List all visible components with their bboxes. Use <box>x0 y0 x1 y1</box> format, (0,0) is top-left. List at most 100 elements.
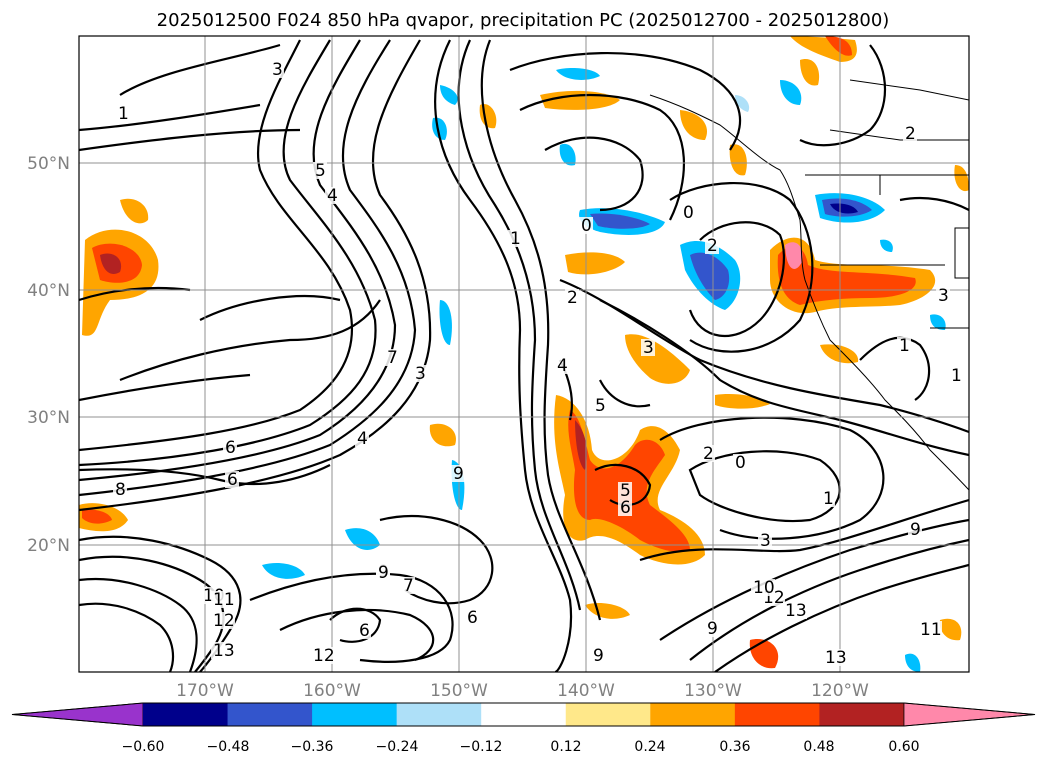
contour-label: 3 <box>938 286 949 306</box>
contour-label-bg <box>211 642 235 659</box>
longitude-labels: 170°W 160°W 150°W 140°W 130°W 120°W <box>176 681 869 701</box>
contour-label-bg <box>413 365 427 382</box>
contour-label: 6 <box>467 608 478 628</box>
map-title: 2025012500 F024 850 hPa qvapor, precipit… <box>157 10 890 31</box>
contour-label: 9 <box>707 619 718 639</box>
contour-label-bg <box>591 647 605 664</box>
contour-label-bg <box>313 162 327 179</box>
contour-label: 7 <box>387 348 398 368</box>
contour-label-bg <box>751 579 775 596</box>
contour-label: 4 <box>557 356 568 376</box>
contour-label-bg <box>949 367 963 384</box>
contour-label-bg <box>555 357 569 374</box>
contour-label: 1 <box>899 336 910 356</box>
contour-label: 0 <box>581 216 592 236</box>
contour-label: 13 <box>213 641 235 661</box>
colorbar-extend-min <box>11 702 144 727</box>
contour-label: 4 <box>357 429 368 449</box>
colorbar-tick-label: 0.24 <box>634 739 665 755</box>
contour-label: 1 <box>118 104 129 124</box>
contour-label: 10 <box>753 578 775 598</box>
contour-label-bg <box>705 620 719 637</box>
colorbar-tick-label: 0.36 <box>719 739 750 755</box>
contour-label: 1 <box>510 229 521 249</box>
lat-label: 50°N <box>27 154 70 174</box>
colorbar-tick-label: 0.48 <box>803 739 834 755</box>
contour-label-bg <box>113 481 127 498</box>
colorbar-segment <box>734 703 820 726</box>
contour-label: 5 <box>315 161 326 181</box>
lat-label: 20°N <box>27 536 70 556</box>
colorbar-tick-label: 0.60 <box>888 739 919 755</box>
contour-labels: 3154201453674689910111213129766920256319… <box>113 60 963 668</box>
colorbar-outline <box>11 702 1036 727</box>
contour-label-bg <box>918 621 942 638</box>
colorbar-ticks: −0.60 −0.48 −0.36 −0.24 −0.12 0.12 0.24 … <box>122 739 920 755</box>
colorbar-tick-label: −0.48 <box>207 739 250 755</box>
contour-label-bg <box>311 647 335 664</box>
colorbar-segment <box>481 703 567 726</box>
contour-label: 1 <box>823 489 834 509</box>
contour-label: 13 <box>785 601 807 621</box>
contour-label: 13 <box>825 648 847 668</box>
contour-label-bg <box>579 217 593 234</box>
colorbar-tick-label: 0.12 <box>550 739 581 755</box>
lon-label: 170°W <box>176 681 234 701</box>
contour-label: 6 <box>620 498 631 518</box>
contour-label: 2 <box>567 288 578 308</box>
colorbar-segment <box>227 703 313 726</box>
contour-label-bg <box>565 289 579 306</box>
contour-label-bg <box>903 125 917 142</box>
colorbar-tick-label: −0.60 <box>122 739 165 755</box>
contour-label: 2 <box>905 124 916 144</box>
lon-label: 160°W <box>303 681 361 701</box>
contour-label: 6 <box>359 621 370 641</box>
contour-label-bg <box>211 612 235 629</box>
contour-label-bg <box>823 649 847 666</box>
contour-label-bg <box>357 622 371 639</box>
contour-label-bg <box>641 339 655 356</box>
contour-label-bg <box>465 609 479 626</box>
contour-label-bg <box>211 591 235 608</box>
contour-label: 6 <box>225 438 236 458</box>
lon-label: 130°W <box>684 681 742 701</box>
contour-label: 3 <box>760 531 771 551</box>
contour-label: 3 <box>643 338 654 358</box>
contour-label: 7 <box>403 576 414 596</box>
colorbar-extend-max <box>903 702 1036 727</box>
contour-label-bg <box>401 577 415 594</box>
contour-label-bg <box>376 564 390 581</box>
contour-label: 3 <box>272 60 283 80</box>
colorbar-segment <box>650 703 736 726</box>
graticule <box>79 36 969 672</box>
colorbar-segment <box>565 703 651 726</box>
colorbar-tick-label: −0.12 <box>460 739 503 755</box>
contour-label: 11 <box>920 620 942 640</box>
contour-label-bg <box>705 237 719 254</box>
lon-label: 120°W <box>811 681 869 701</box>
contour-label-bg <box>783 602 807 619</box>
contour-label-bg <box>618 482 632 499</box>
contour-label: 9 <box>593 646 604 666</box>
contour-label-bg <box>385 349 399 366</box>
map-frame <box>78 35 970 673</box>
contour-label-bg <box>270 61 284 78</box>
contour-label: 2 <box>703 444 714 464</box>
contour-label-bg <box>508 230 522 247</box>
colorbar-segment <box>312 703 398 726</box>
contour-label-bg <box>897 337 911 354</box>
contour-label: 0 <box>735 453 746 473</box>
contour-label-bg <box>758 532 772 549</box>
contour-label: 9 <box>910 520 921 540</box>
contour-label: 0 <box>683 203 694 223</box>
contour-label: 9 <box>453 464 464 484</box>
contour-label-bg <box>936 287 950 304</box>
contour-label-bg <box>681 204 695 221</box>
contour-label-bg <box>355 430 369 447</box>
lat-label: 30°N <box>27 408 70 428</box>
contour-label: 5 <box>595 396 606 416</box>
colorbar-tick-label: −0.36 <box>291 739 334 755</box>
colorbar-segment <box>819 703 905 726</box>
colorbar <box>11 702 1036 727</box>
